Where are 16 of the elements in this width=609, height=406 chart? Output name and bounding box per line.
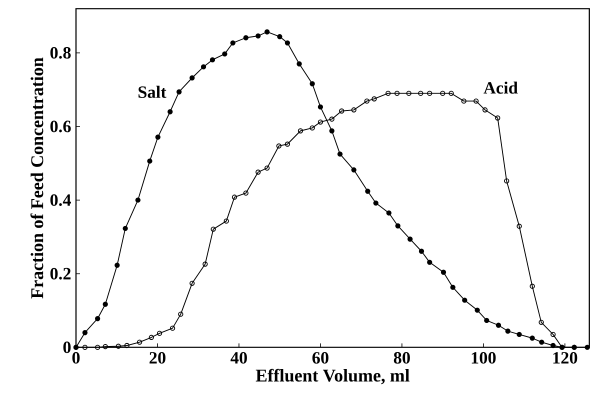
y-tick-label: 0.8 [50,46,71,59]
y-tick-label: 0.6 [50,120,71,132]
series-label: Salt [138,86,166,98]
x-axis-title: Effluent Volume, ml [256,368,410,384]
x-tick-label: 20 [150,352,166,364]
y-tick-label: 0.4 [50,194,71,206]
x-tick-label: 60 [312,352,328,364]
x-tick-label: 120 [553,352,578,364]
x-tick-label: 80 [394,352,410,364]
y-axis-title: Fraction of Feed Concentration [30,58,44,298]
x-tick-label: 100 [472,352,496,364]
x-tick-label: 0 [72,352,80,364]
y-tick-label: 0 [63,342,71,354]
series-label: Acid [484,82,518,94]
y-tick-label: 0.2 [50,268,71,280]
x-tick-label: 40 [230,352,247,364]
